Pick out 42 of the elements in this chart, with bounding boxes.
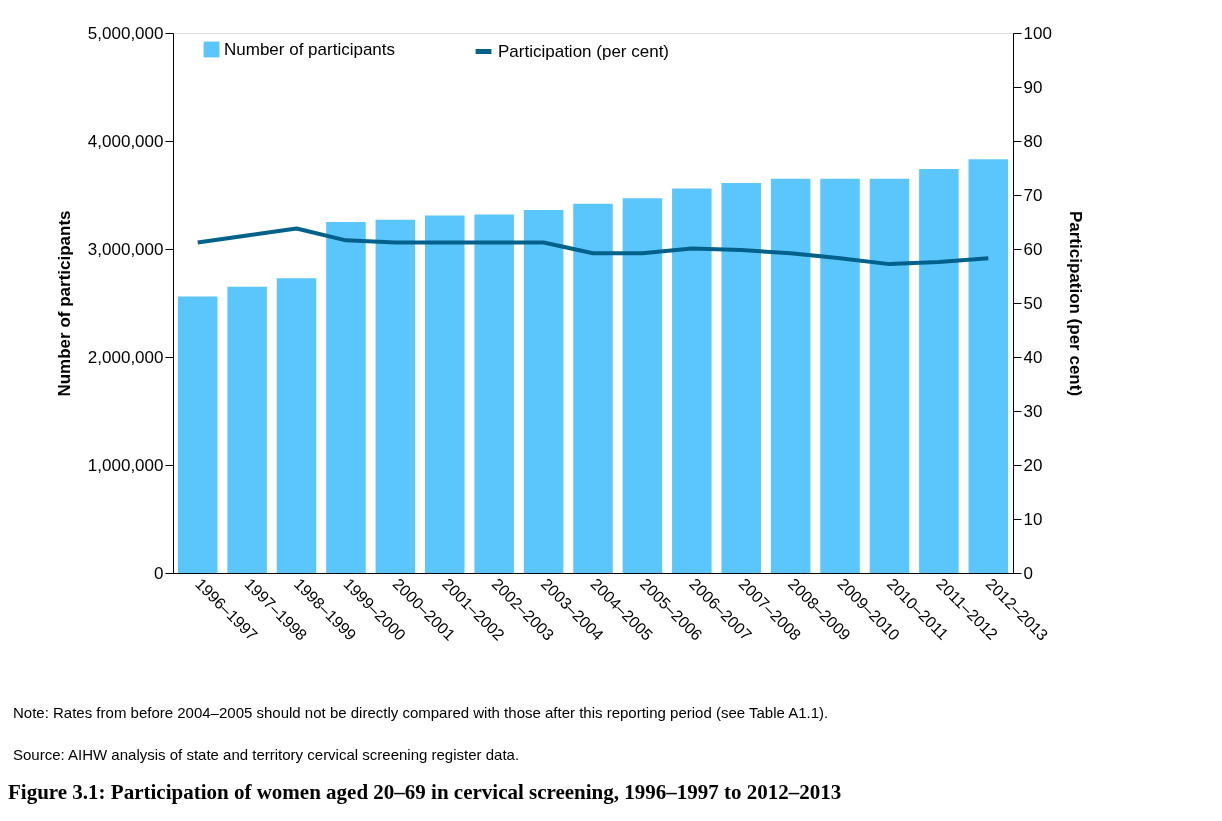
bar bbox=[276, 278, 317, 573]
bar bbox=[573, 203, 613, 573]
y-axis-title: Number of participants bbox=[54, 210, 74, 397]
bar bbox=[820, 178, 860, 573]
bar bbox=[919, 169, 959, 573]
y2-tick-label: 20 bbox=[1023, 455, 1043, 475]
bar bbox=[622, 198, 663, 573]
y-tick-label: 3,000,000 bbox=[87, 239, 164, 259]
y2-tick-label: 50 bbox=[1023, 293, 1043, 313]
text: Figure 3.1: Participation of women aged 20–69 in cervical screening, 1996–1997 to 2012–2013 bbox=[8, 780, 842, 804]
bar bbox=[375, 219, 416, 573]
line-series bbox=[195, 226, 991, 267]
y2-tick-label: 40 bbox=[1023, 347, 1043, 367]
y2-tick-label: 10 bbox=[1023, 509, 1043, 529]
bar bbox=[474, 214, 514, 573]
y2-tick-label: 90 bbox=[1023, 77, 1043, 97]
bar bbox=[721, 183, 761, 573]
y2-axis-title: Participation (per cent) bbox=[1065, 210, 1085, 397]
y-tick-label: 0 bbox=[154, 563, 164, 583]
y-tick-label: 2,000,000 bbox=[87, 347, 164, 367]
y-tick-label: 5,000,000 bbox=[87, 23, 164, 43]
text: Note: Rates from before 2004–2005 should not be directly compared with those after this reporting period (see Table A1.1). bbox=[13, 704, 829, 721]
bar bbox=[425, 215, 465, 573]
bar bbox=[968, 159, 1009, 573]
y2-tick-label: 80 bbox=[1023, 131, 1043, 151]
y2-tick-label: 70 bbox=[1023, 185, 1043, 205]
y2-tick-label: 100 bbox=[1023, 23, 1052, 43]
bar bbox=[672, 188, 712, 573]
bar bbox=[770, 178, 811, 573]
y-tick-label: 1,000,000 bbox=[87, 455, 164, 475]
y2-tick-label: 30 bbox=[1023, 401, 1043, 421]
legend-label: Number of participants bbox=[224, 39, 396, 59]
y-tick-label: 4,000,000 bbox=[87, 131, 164, 151]
bar bbox=[326, 222, 366, 573]
bar bbox=[523, 210, 564, 573]
source-note: Source: AIHW analysis of state and territory cervical screening register data. bbox=[13, 746, 520, 763]
bar bbox=[869, 178, 910, 573]
y2-tick-label: 0 bbox=[1023, 563, 1033, 583]
bar bbox=[227, 286, 267, 573]
legend-label: Participation (per cent) bbox=[498, 41, 670, 61]
y2-tick-label: 60 bbox=[1023, 239, 1043, 259]
bar bbox=[177, 296, 218, 573]
